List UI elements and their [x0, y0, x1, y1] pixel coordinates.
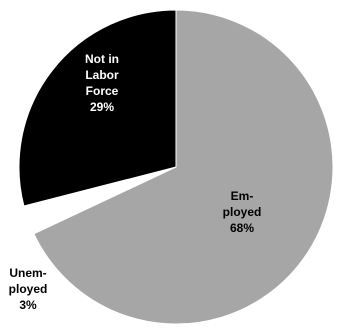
slice-label-2-line-1: Labor [85, 68, 119, 82]
slice-label-2: Not in Labor Force 29% [85, 52, 119, 114]
pie-slices [4, 9, 334, 325]
slice-label-0-line-0: Em- [231, 189, 254, 203]
pie-labels: Em-ployed 68% Unem-ployed 3% Not in Labor Forc… [9, 52, 262, 312]
slice-label-1-line-1: ployed [9, 282, 48, 296]
slice-label-2-line-0: Not in [85, 52, 119, 66]
slice-label-1: Unem-ployed 3% [9, 266, 48, 312]
slice-label-2-line-3: 29% [90, 100, 114, 114]
pie-slice-0 [33, 9, 334, 325]
slice-label-0: Em-ployed 68% [223, 189, 262, 235]
pie-slice-2 [18, 9, 177, 207]
pie-slice-1 [4, 173, 158, 242]
slice-label-0-line-1: ployed [223, 205, 262, 219]
slice-label-1-line-2: 3% [19, 298, 37, 312]
slice-label-0-line-2: 68% [230, 221, 254, 235]
slice-label-1-line-0: Unem- [9, 266, 46, 280]
slice-label-2-line-2: Force [86, 84, 119, 98]
